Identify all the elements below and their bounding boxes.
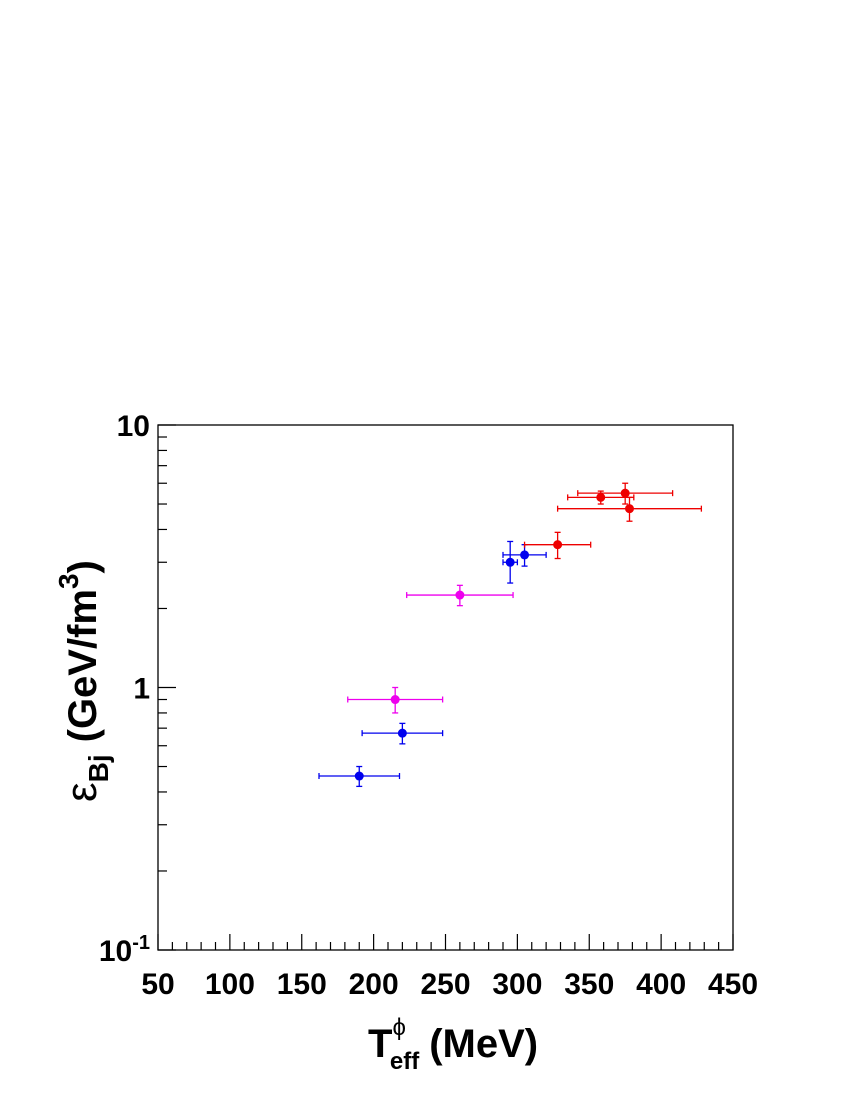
point-marker <box>620 488 630 498</box>
x-tick-label: 150 <box>277 968 327 1001</box>
data-point <box>318 765 401 788</box>
y-axis-title-unit-prefix: (GeV/fm <box>61 589 105 742</box>
plot-frame <box>157 424 734 951</box>
x-axis-title-superscript: ϕ <box>392 1014 405 1041</box>
data-point <box>577 482 674 505</box>
data-point <box>502 540 519 584</box>
x-axis-title: Tϕ eff (MeV) <box>368 1014 538 1075</box>
point-marker <box>553 540 563 550</box>
x-tick-label: 300 <box>492 968 542 1001</box>
data-point <box>406 584 514 607</box>
point-marker <box>397 728 407 738</box>
point-marker <box>354 771 364 781</box>
data-point <box>523 531 592 560</box>
data-marks <box>318 482 703 788</box>
data-point <box>567 490 635 505</box>
point-marker <box>625 504 634 514</box>
point-marker <box>505 557 515 567</box>
y-axis-title-unit-superscript: 3 <box>53 573 84 589</box>
axis-ticks <box>157 424 734 951</box>
y-axis-title-base: ε <box>57 782 106 802</box>
x-tick-label: 250 <box>420 968 470 1001</box>
data-point <box>361 722 444 745</box>
x-tick-label: 450 <box>708 968 758 1001</box>
point-marker <box>390 695 400 705</box>
y-tick-label: 10 <box>117 410 150 443</box>
y-tick-label: 10-1 <box>99 932 150 968</box>
y-axis-title-unit-suffix: ) <box>61 560 105 573</box>
data-point <box>347 686 444 714</box>
x-axis-title-base: T <box>368 1022 392 1066</box>
axis-tick-labels: 50 100 150 200 250 300 350 400 450 10 1 10-1 <box>99 410 758 1001</box>
point-marker <box>520 550 530 560</box>
data-point <box>556 496 703 522</box>
x-tick-label: 100 <box>205 968 255 1001</box>
y-tick-label: 1 <box>133 673 150 706</box>
x-tick-label: 50 <box>141 968 174 1001</box>
point-marker <box>596 492 606 502</box>
x-axis-title-unit: (MeV) <box>429 1022 538 1066</box>
y-axis-title-subscript: Bj <box>83 754 114 782</box>
y-axis-title: εBj (GeV/fm3) <box>53 560 114 802</box>
x-axis-title-subscript: eff <box>390 1048 420 1075</box>
point-marker <box>455 590 465 600</box>
x-tick-label: 200 <box>349 968 399 1001</box>
x-tick-label: 350 <box>564 968 614 1001</box>
x-tick-label: 400 <box>636 968 686 1001</box>
